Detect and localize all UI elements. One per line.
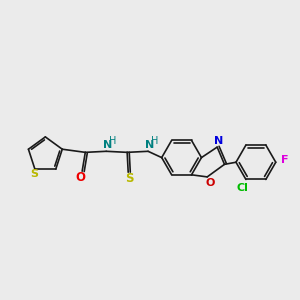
Text: N: N xyxy=(103,140,112,150)
Text: N: N xyxy=(214,136,223,146)
Text: F: F xyxy=(281,155,289,165)
Text: H: H xyxy=(151,136,158,146)
Text: H: H xyxy=(109,136,116,146)
Text: Cl: Cl xyxy=(237,183,249,193)
Text: S: S xyxy=(125,172,134,185)
Text: O: O xyxy=(206,178,215,188)
Text: N: N xyxy=(145,140,154,150)
Text: S: S xyxy=(30,169,38,179)
Text: O: O xyxy=(75,171,85,184)
